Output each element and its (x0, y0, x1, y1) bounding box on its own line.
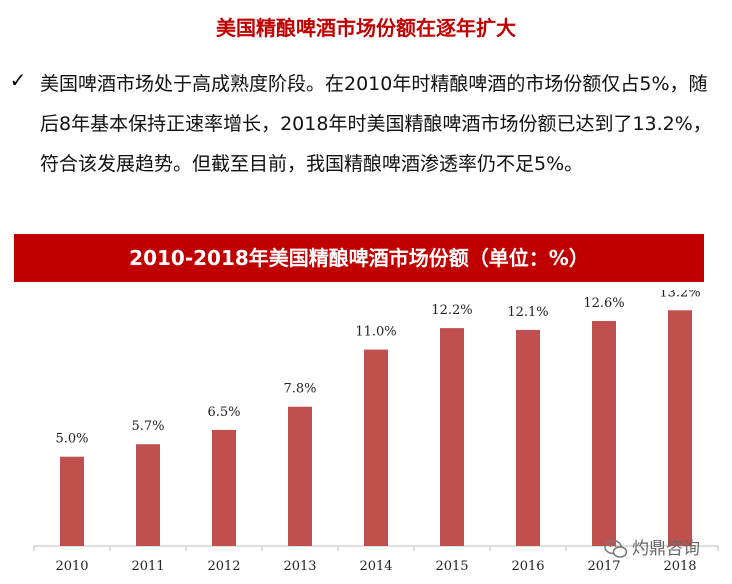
data-label-2016: 12.1% (507, 305, 548, 320)
x-tick-label-2014: 2014 (359, 559, 392, 574)
bar-chart: 5.0% 2010 5.7% 2011 6.5% 2012 7.8% 2013 11.0% 201… (33, 290, 719, 574)
bar-2013 (288, 406, 312, 546)
checkmark-icon: ✓ (9, 68, 27, 92)
bullet-text: 美国啤酒市场处于高成熟度阶段。在2010年时精酿啤酒的市场份额仅占5%，随后8年… (40, 73, 712, 175)
wechat-icon (604, 539, 628, 558)
bar-2017 (592, 321, 616, 546)
bar-2010 (60, 456, 84, 546)
x-tick-label-2013: 2013 (283, 559, 316, 574)
x-tick-label-2011: 2011 (131, 559, 164, 574)
watermark-text: 灼鼎咨询 (632, 539, 700, 559)
data-label-2014: 11.0% (355, 325, 396, 340)
bar-2014 (364, 349, 388, 546)
data-label-2013: 7.8% (283, 382, 316, 397)
data-label-2010: 5.0% (55, 432, 88, 447)
chart-title-banner: 2010-2018年美国精酿啤酒市场份额（单位：%） (14, 234, 704, 282)
bar-2012 (212, 429, 236, 546)
x-tick-label-2017: 2017 (587, 559, 620, 574)
x-tick-label-2010: 2010 (55, 559, 88, 574)
x-tick-label-2018: 2018 (663, 559, 696, 574)
bar-2015 (440, 328, 464, 546)
x-tick-label-2016: 2016 (511, 559, 544, 574)
data-label-2017: 12.6% (583, 296, 624, 311)
data-label-2012: 6.5% (207, 405, 240, 420)
watermark: 灼鼎咨询 (604, 536, 724, 562)
bar-2018 (668, 310, 692, 546)
x-tick-label-2015: 2015 (435, 559, 468, 574)
page-headline: 美国精酿啤酒市场份额在逐年扩大 (216, 16, 516, 40)
data-label-2011: 5.7% (131, 419, 164, 434)
data-label-2015: 12.2% (431, 303, 472, 318)
x-tick-label-2012: 2012 (207, 559, 240, 574)
bar-2016 (516, 329, 540, 546)
data-label-2018: 13.2% (659, 290, 700, 300)
bar-2011 (136, 444, 160, 546)
